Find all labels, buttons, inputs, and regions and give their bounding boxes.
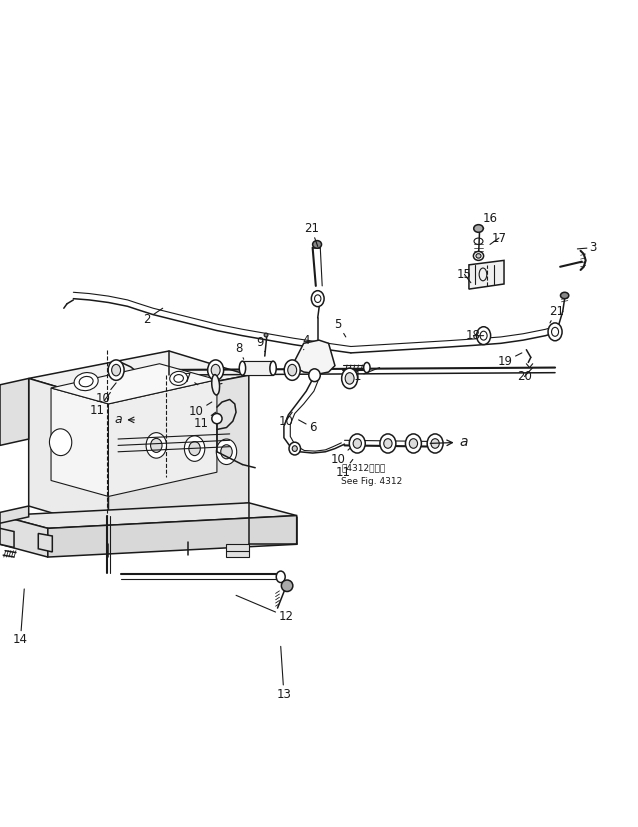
Ellipse shape [292,446,297,452]
Text: 5: 5 [334,318,346,337]
Ellipse shape [427,434,443,453]
Ellipse shape [239,361,246,375]
Text: 3: 3 [577,241,597,254]
Text: 19: 19 [498,353,522,368]
Text: 15: 15 [457,268,472,283]
Ellipse shape [208,360,223,380]
Text: 17: 17 [490,232,507,245]
Polygon shape [51,364,217,404]
Text: 21: 21 [549,305,564,323]
Polygon shape [51,388,108,496]
Ellipse shape [281,580,293,591]
Ellipse shape [189,442,200,456]
Polygon shape [226,544,249,557]
Text: 18: 18 [466,329,484,342]
Text: 8: 8 [235,342,244,359]
Ellipse shape [221,445,232,459]
Ellipse shape [270,361,276,375]
Ellipse shape [309,369,320,381]
Ellipse shape [342,368,358,389]
Ellipse shape [108,360,124,380]
Ellipse shape [480,331,487,340]
Ellipse shape [49,429,72,456]
Text: 11: 11 [193,412,216,429]
Polygon shape [292,340,335,374]
Text: 11: 11 [336,460,353,479]
Polygon shape [108,380,217,496]
Ellipse shape [410,438,417,448]
Ellipse shape [211,365,220,375]
Ellipse shape [350,434,365,453]
Text: 第4312図参照: 第4312図参照 [341,463,385,472]
Ellipse shape [216,439,237,465]
Ellipse shape [477,327,491,345]
Polygon shape [0,515,48,557]
Ellipse shape [345,373,354,385]
Ellipse shape [406,434,422,453]
Text: 10: 10 [96,383,116,405]
Text: 10: 10 [278,412,293,428]
Ellipse shape [112,365,121,375]
Polygon shape [29,379,108,529]
Text: 10: 10 [330,448,350,466]
Ellipse shape [353,438,361,448]
Ellipse shape [284,360,300,380]
Ellipse shape [174,375,183,382]
Ellipse shape [276,571,285,582]
Ellipse shape [184,436,205,461]
Polygon shape [469,261,504,289]
Polygon shape [29,351,249,402]
Ellipse shape [431,438,439,448]
Text: 2: 2 [143,308,163,326]
Text: 6: 6 [299,420,316,434]
Ellipse shape [473,225,484,232]
Ellipse shape [380,434,396,453]
Ellipse shape [146,433,167,458]
Ellipse shape [548,323,562,341]
Ellipse shape [560,292,569,299]
Ellipse shape [212,375,219,395]
Ellipse shape [151,438,162,452]
Ellipse shape [476,254,481,258]
Text: a: a [114,414,122,427]
Ellipse shape [315,295,321,303]
Text: 11: 11 [89,393,110,417]
Polygon shape [242,361,273,375]
Polygon shape [48,515,297,557]
Ellipse shape [288,365,297,375]
Polygon shape [38,533,52,552]
Polygon shape [0,379,29,446]
Text: 4: 4 [302,333,310,350]
Ellipse shape [264,333,268,337]
Polygon shape [0,528,14,547]
Ellipse shape [212,414,222,423]
Text: 14: 14 [13,589,28,647]
Text: 7: 7 [184,372,198,385]
Text: 9: 9 [256,336,265,351]
Text: a: a [430,435,468,449]
Text: 16: 16 [482,213,498,228]
Text: 1: 1 [353,367,380,383]
Polygon shape [0,503,297,528]
Polygon shape [0,506,29,523]
Polygon shape [108,375,249,529]
Ellipse shape [289,442,300,455]
Ellipse shape [364,362,370,373]
Text: See Fig. 4312: See Fig. 4312 [341,477,403,486]
Ellipse shape [551,327,559,337]
Ellipse shape [473,251,484,261]
Text: 20: 20 [517,367,533,383]
Text: 21: 21 [304,222,319,246]
Ellipse shape [384,438,392,448]
Text: 10: 10 [189,402,212,418]
Ellipse shape [311,290,324,307]
Text: 12: 12 [236,595,293,623]
Ellipse shape [74,372,98,390]
Ellipse shape [170,371,188,385]
Ellipse shape [313,241,322,248]
Text: 13: 13 [276,647,292,700]
Ellipse shape [79,376,93,387]
